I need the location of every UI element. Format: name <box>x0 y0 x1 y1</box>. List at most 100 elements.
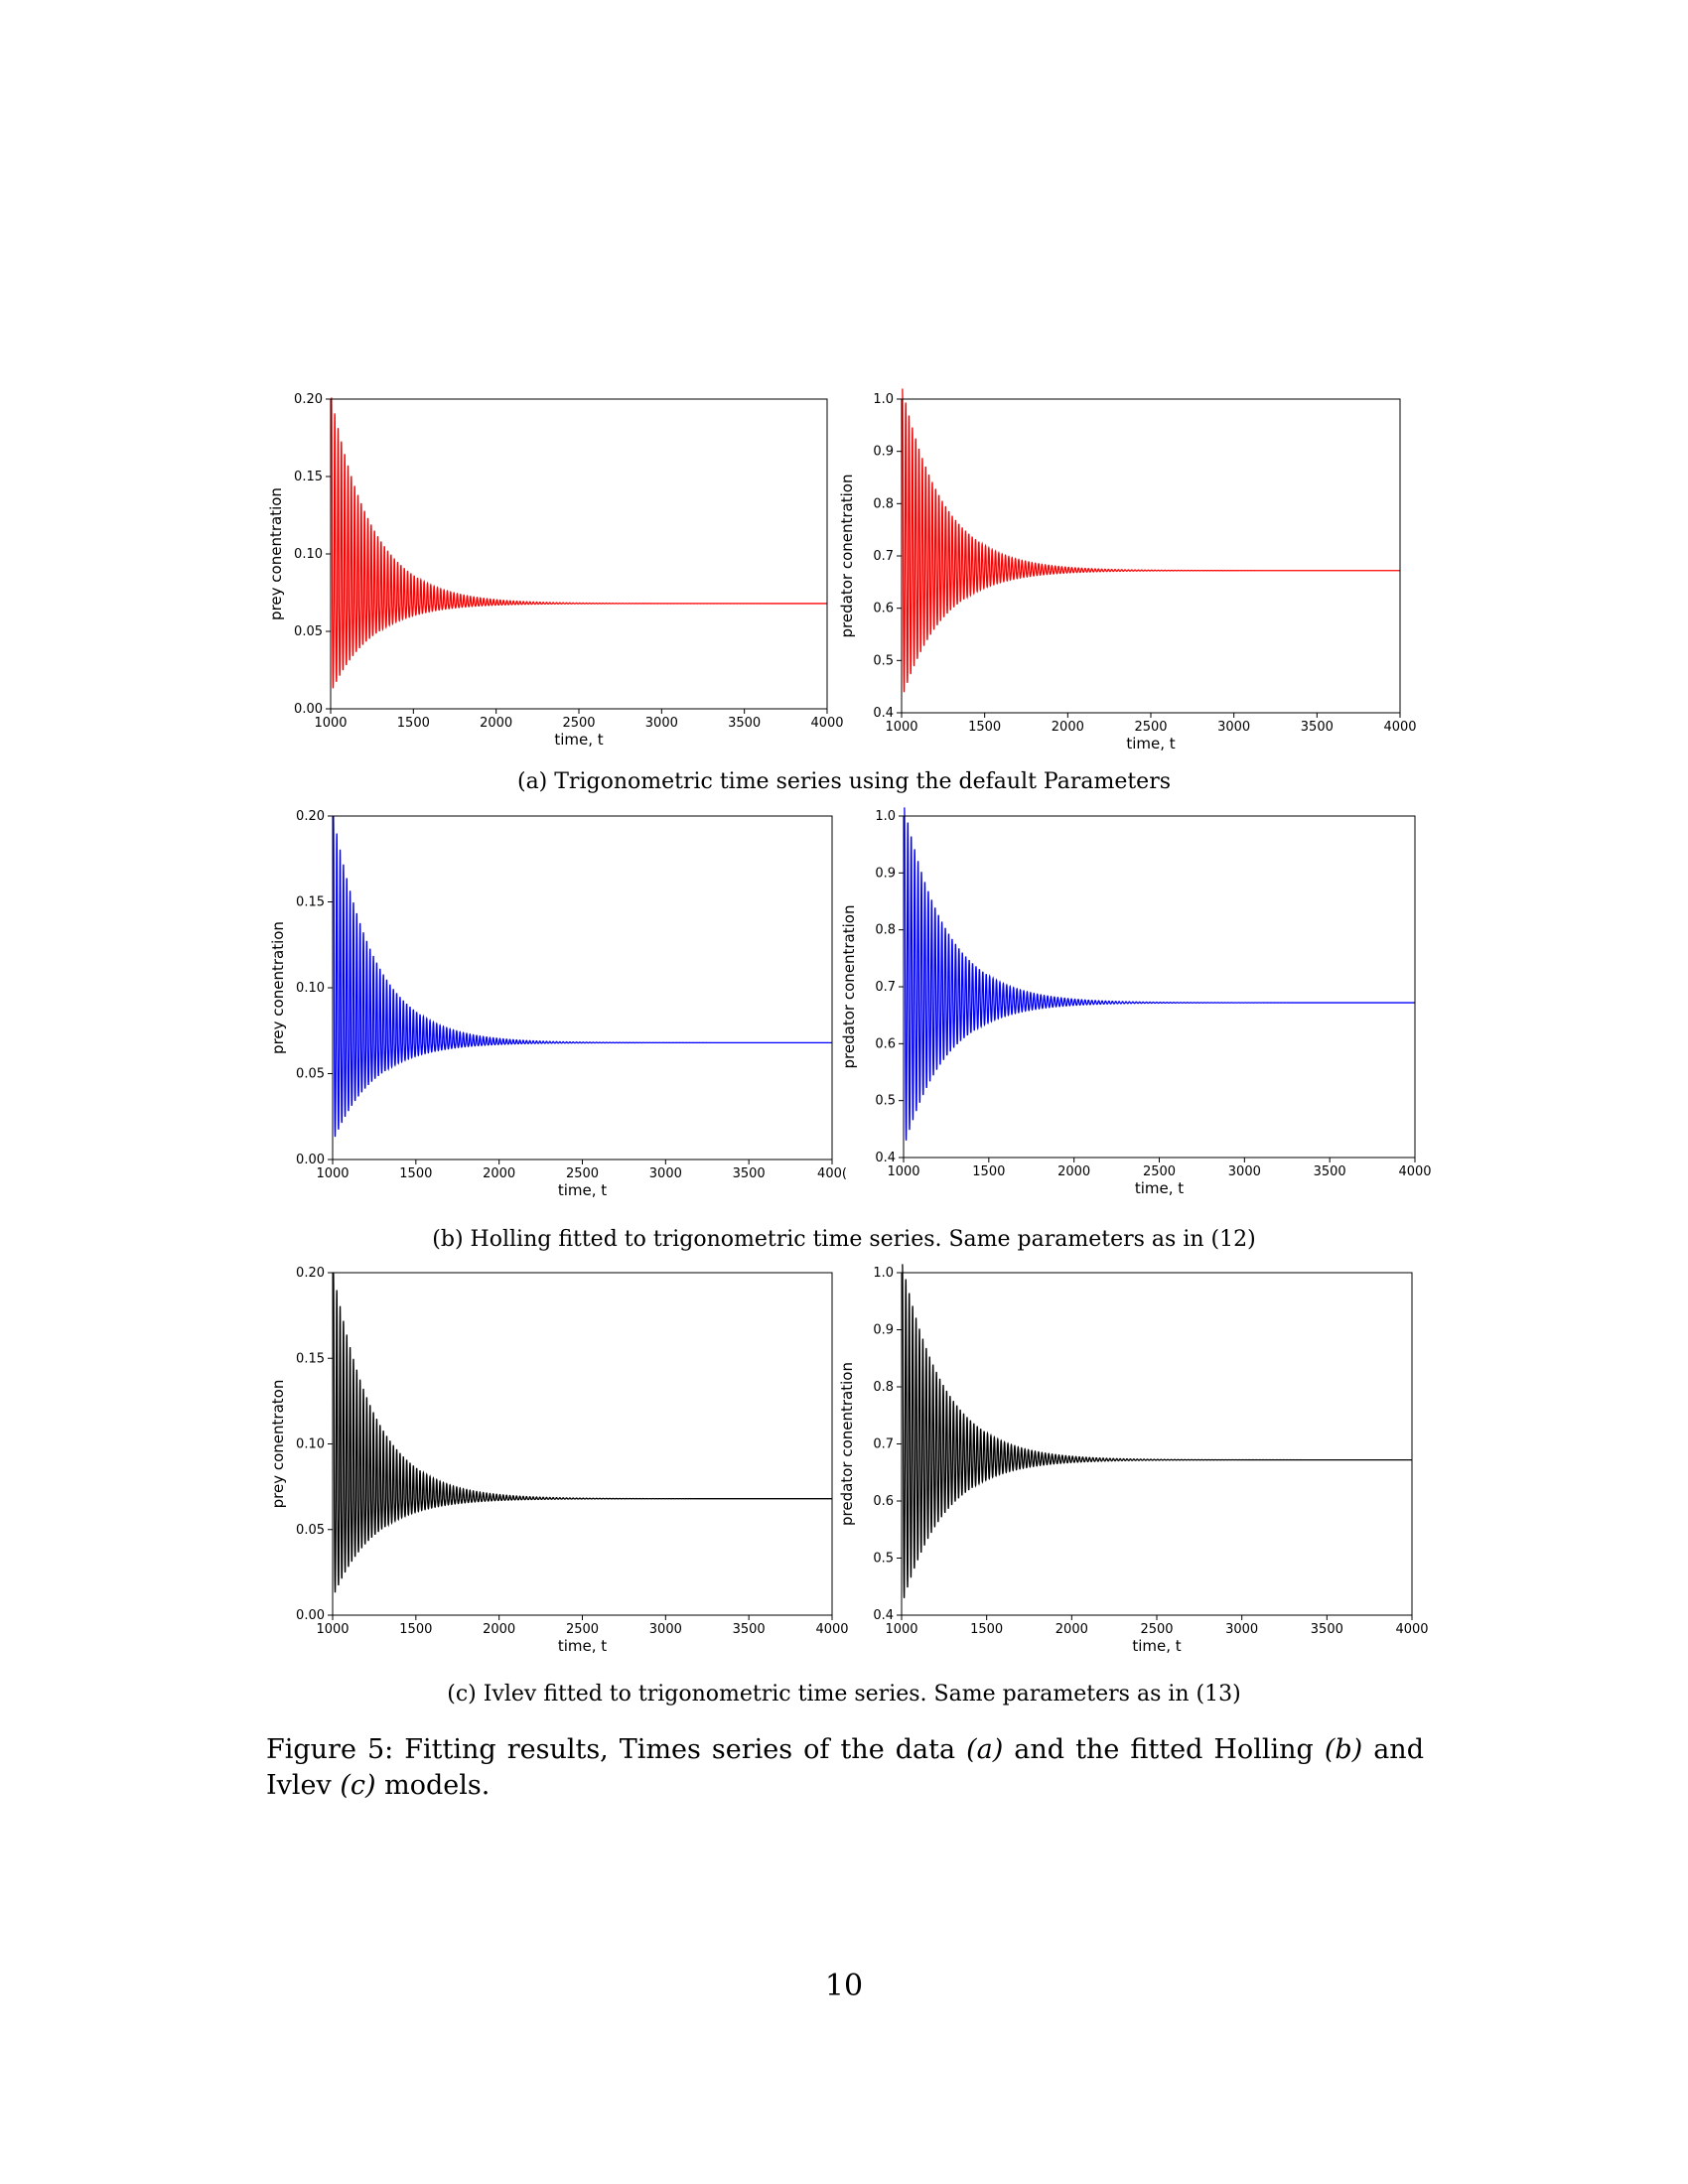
x-tick-label: 3500 <box>1314 1164 1346 1179</box>
series-line <box>333 1272 832 1593</box>
y-axis-label: predator conentration <box>838 1362 856 1526</box>
y-tick-label: 0.7 <box>873 549 894 564</box>
x-tick-label: 4000 <box>1395 1622 1428 1637</box>
x-tick-label: 4000 <box>1383 720 1416 735</box>
y-tick-label: 0.05 <box>296 1523 325 1538</box>
x-tick-label: 1500 <box>397 716 430 731</box>
x-tick-label: 3000 <box>649 1166 682 1181</box>
x-tick-label: 1000 <box>887 1164 919 1179</box>
plot-frame <box>332 815 833 1160</box>
x-tick-label: 2000 <box>1052 720 1084 735</box>
x-tick-label: 3500 <box>1301 720 1334 735</box>
y-tick-label: 0.20 <box>294 392 323 407</box>
figure-caption-ref-b: (b) <box>1324 1734 1363 1765</box>
plot-frame <box>330 398 828 710</box>
y-tick-label: 0.9 <box>873 445 894 460</box>
x-tick-label: 1000 <box>314 716 347 731</box>
y-tick-label: 0.8 <box>873 496 894 511</box>
x-tick-label: 2500 <box>1143 1164 1176 1179</box>
x-tick-label: 3000 <box>1225 1622 1258 1637</box>
plot-c-predator: 1000 1500 2000 2500 3000 3500 4000 0.4 0.5 0.6 0.7… <box>838 1264 1429 1655</box>
y-tick-label: 0.9 <box>875 866 896 881</box>
x-tick-label: 1500 <box>968 720 1001 735</box>
plot-a-prey: 1000 1500 2000 2500 3000 3500 4000 0.00 0.05 0.10… <box>267 392 844 749</box>
y-tick-label: 0.4 <box>875 1151 896 1165</box>
x-tick-label: 1500 <box>972 1164 1005 1179</box>
x-tick-label: 3000 <box>645 716 678 731</box>
y-tick-label: 0.8 <box>873 1380 894 1395</box>
x-tick-label: 3000 <box>1228 1164 1261 1179</box>
y-tick-label: 0.10 <box>296 981 325 996</box>
figure-caption-ref-a: (a) <box>966 1734 1004 1765</box>
y-tick-label: 1.0 <box>873 1266 894 1281</box>
x-axis-label: time, t <box>1126 735 1175 752</box>
x-tick-label: 3000 <box>1217 720 1250 735</box>
y-tick-label: 0.4 <box>873 706 894 721</box>
x-axis-label: time, t <box>558 1181 607 1199</box>
series-line <box>902 1264 1412 1598</box>
figure-caption-mid2: and Ivlev <box>266 1734 1424 1801</box>
y-tick-label: 0.10 <box>296 1437 325 1452</box>
series-line <box>333 815 832 1138</box>
x-tick-label: 3500 <box>733 1166 766 1181</box>
x-tick-label: 2500 <box>562 716 595 731</box>
y-tick-label: 0.05 <box>294 624 323 639</box>
x-tick-label: 1500 <box>970 1622 1003 1637</box>
plot-frame <box>332 1272 833 1616</box>
series-line <box>331 397 827 689</box>
y-tick-label: 0.00 <box>294 702 323 717</box>
x-tick-label: 2000 <box>483 1166 515 1181</box>
y-tick-label: 0.7 <box>873 1437 894 1452</box>
x-axis-label: time, t <box>558 1637 607 1655</box>
y-tick-label: 0.05 <box>296 1067 325 1082</box>
y-tick-label: 0.7 <box>875 980 896 995</box>
y-tick-label: 0.8 <box>875 923 896 938</box>
y-tick-label: 0.9 <box>873 1323 894 1338</box>
x-tick-label: 4000 <box>815 1622 848 1637</box>
x-tick-label: 1000 <box>316 1166 349 1181</box>
subcaption-c: (c) Ivlev fitted to trigonometric time s… <box>447 1682 1241 1706</box>
y-tick-label: 0.15 <box>296 1351 325 1366</box>
figure-caption-ref-c: (c) <box>340 1770 376 1801</box>
figure-caption: Figure 5: Fitting results, Times series … <box>266 1732 1424 1804</box>
x-tick-label: 2000 <box>1057 1164 1090 1179</box>
plot-c-prey: 1000 1500 2000 2500 3000 3500 4000 0.00 0.05 0.10… <box>269 1266 849 1655</box>
x-tick-label: 4000 <box>1398 1164 1431 1179</box>
x-tick-label: 1500 <box>399 1166 432 1181</box>
y-tick-label: 0.6 <box>875 1036 896 1051</box>
subcaption-b: (b) Holling fitted to trigonometric time… <box>432 1227 1256 1252</box>
y-tick-label: 0.5 <box>875 1094 896 1109</box>
figure-caption-suffix: models. <box>375 1770 491 1801</box>
x-tick-label: 1000 <box>885 1622 917 1637</box>
plot-b-predator: 1000 1500 2000 2500 3000 3500 4000 0.4 0.5 0.6 0.7… <box>840 807 1432 1197</box>
y-axis-label: predator conentration <box>838 475 856 638</box>
x-tick-label: 3000 <box>649 1622 682 1637</box>
x-tick-label: 3500 <box>728 716 761 731</box>
plot-a-predator: 1000 1500 2000 2500 3000 3500 4000 0.4 0.5 0.6 0.7… <box>838 388 1417 752</box>
y-tick-label: 0.15 <box>294 470 323 484</box>
x-tick-label: 2000 <box>1055 1622 1088 1637</box>
page-number: 10 <box>824 1969 864 2003</box>
y-tick-label: 0.6 <box>873 1494 894 1509</box>
y-tick-label: 0.00 <box>296 1153 325 1167</box>
y-axis-label: prey conentration <box>269 921 287 1054</box>
series-line <box>904 807 1415 1141</box>
y-tick-label: 0.00 <box>296 1608 325 1623</box>
y-tick-label: 0.4 <box>873 1608 894 1623</box>
x-tick-label: 2000 <box>480 716 512 731</box>
x-tick-label: 1000 <box>885 720 917 735</box>
x-tick-label: 3500 <box>733 1622 766 1637</box>
x-tick-label: 1000 <box>316 1622 349 1637</box>
y-tick-label: 0.10 <box>294 547 323 562</box>
x-tick-label: 400( <box>817 1166 847 1181</box>
figure-caption-prefix: Figure 5: Fitting results, Times series … <box>266 1734 967 1765</box>
x-tick-label: 2500 <box>566 1622 599 1637</box>
x-axis-label: time, t <box>1135 1179 1184 1197</box>
y-tick-label: 0.20 <box>296 809 325 824</box>
x-tick-label: 2000 <box>483 1622 515 1637</box>
x-axis-label: time, t <box>1132 1637 1181 1655</box>
y-tick-label: 1.0 <box>873 392 894 407</box>
y-axis-label: predator conentration <box>840 905 858 1069</box>
x-tick-label: 2500 <box>566 1166 599 1181</box>
